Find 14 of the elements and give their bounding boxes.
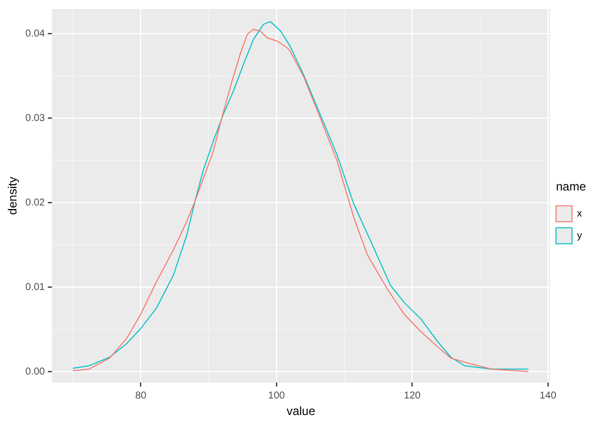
legend-label: x xyxy=(577,208,582,220)
x-tick-label: 80 xyxy=(135,390,147,402)
x-axis-title: value xyxy=(286,404,316,418)
x-tick-label: 100 xyxy=(268,390,286,402)
y-tick-label: 0.03 xyxy=(25,112,46,124)
legend-label: y xyxy=(577,230,582,242)
x-tick-label: 120 xyxy=(404,390,422,402)
legend-title: name xyxy=(556,180,586,194)
y-tick-label: 0.00 xyxy=(25,366,46,378)
y-tick-label: 0.01 xyxy=(25,282,46,293)
y-axis-title: density xyxy=(6,176,20,215)
y-tick-label: 0.02 xyxy=(25,197,46,208)
x-tick-label: 140 xyxy=(540,390,557,402)
y-tick-label: 0.04 xyxy=(25,28,46,40)
